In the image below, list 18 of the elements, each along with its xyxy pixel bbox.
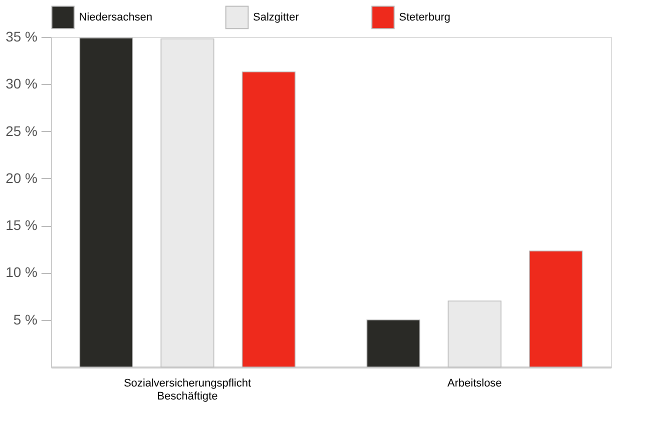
y-tick-label: 30 % (6, 76, 38, 92)
bar (366, 319, 420, 368)
bar (79, 38, 133, 368)
y-tick-label: 10 % (6, 264, 38, 280)
bar (448, 300, 502, 368)
y-tick-label: 20 % (6, 170, 38, 186)
y-tick-label: 15 % (6, 217, 38, 234)
legend-label: Salzgitter (253, 11, 300, 24)
x-tick-label: Sozialversicherungspflicht Beschäftigte (124, 378, 251, 402)
y-tick-label: 5 % (13, 311, 38, 328)
legend-label: Steterburg (399, 11, 450, 24)
bar (242, 71, 296, 368)
legend-label: Niedersachsen (79, 11, 152, 24)
y-tick-label: 35 % (6, 28, 38, 44)
bar (529, 250, 583, 368)
y-tick-label: 25 % (6, 122, 38, 139)
x-tick-label: Arbeitslose (447, 378, 502, 390)
bar (160, 38, 214, 368)
